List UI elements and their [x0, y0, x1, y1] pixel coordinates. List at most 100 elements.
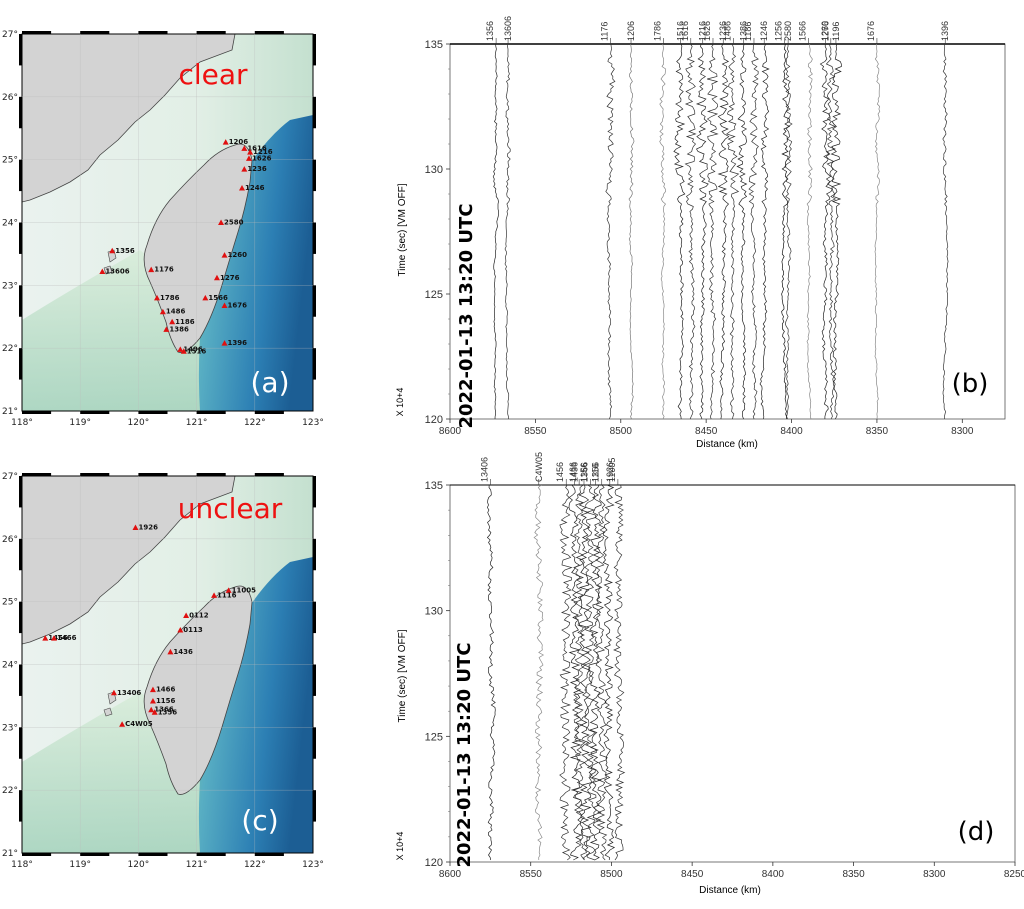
- seismic-trace: [504, 43, 511, 420]
- x-tick-label: 8350: [842, 869, 865, 880]
- station-label: 1466: [57, 634, 77, 642]
- x-tick-label: 8500: [610, 426, 633, 437]
- station-marker: [218, 219, 225, 225]
- lon-tick-label: 120°: [128, 418, 150, 428]
- panel-tag: (b): [952, 369, 989, 399]
- y-tick-label: 125: [425, 731, 443, 743]
- station-label: 13406: [117, 689, 141, 697]
- frame-tick-bar: [254, 473, 284, 476]
- seismic-trace: [594, 484, 608, 861]
- seismic-trace: [748, 43, 759, 420]
- station-label: 1436: [173, 648, 193, 656]
- panel-tag: (a): [250, 366, 289, 399]
- frame-tick-bar: [138, 473, 168, 476]
- station-label: 1566: [208, 294, 228, 302]
- frame-tick-bar: [19, 538, 22, 571]
- lat-tick-label: 23°: [2, 723, 18, 733]
- x-tick-label: 8300: [923, 869, 946, 880]
- deep-sea: [198, 557, 313, 853]
- x-tick-label: 8400: [780, 426, 803, 437]
- station-marker: [221, 302, 228, 308]
- trace-label: 1186: [743, 22, 753, 41]
- trace-label: 1366: [579, 462, 589, 482]
- trace-label: 1466: [568, 462, 578, 482]
- station-label: 1356: [158, 708, 178, 716]
- seismic-trace: [830, 43, 842, 420]
- station-label: 1786: [160, 294, 180, 302]
- seismic-trace: [533, 484, 545, 861]
- mainland-china: [22, 476, 236, 645]
- plot-frame: [449, 43, 1006, 420]
- lon-tick-label: 120°: [128, 860, 150, 870]
- frame-tick-bar: [196, 473, 226, 476]
- lat-tick-label: 27°: [2, 30, 18, 40]
- taiwan-island: [143, 585, 253, 795]
- seismic-trace: [806, 43, 813, 420]
- trace-label: 11005: [607, 458, 617, 482]
- frame-tick-bar: [313, 222, 316, 254]
- y-axis-label: Time (sec) [VM OFF]: [397, 183, 408, 276]
- seismic-trace: [492, 43, 499, 420]
- frame-tick-bar: [196, 31, 226, 34]
- trace-label: 1206: [626, 21, 636, 41]
- frame-tick-bar: [19, 285, 22, 317]
- y-tick-label: 120: [425, 414, 443, 426]
- station-marker: [110, 689, 117, 696]
- station-marker: [148, 706, 155, 713]
- axis-ticks: 118° 119° 120° 121° 122° 123° 27° 26° 25° 24° 23° 2…: [2, 472, 324, 870]
- frame-tick-bar: [19, 348, 22, 380]
- station-marker: [149, 686, 156, 693]
- x-tick-label: 8450: [681, 869, 704, 880]
- station-marker: [225, 587, 232, 593]
- date-label: 2022-01-13 13:20 UTC: [456, 203, 477, 428]
- taiwan-island: [143, 143, 253, 353]
- lat-tick-label: 23°: [2, 281, 18, 291]
- plot-frame: [449, 484, 1016, 863]
- trace-label: 13606: [503, 16, 513, 41]
- x-tick-label: 8600: [439, 869, 462, 880]
- station-label: 1616: [247, 144, 267, 152]
- station-marker: [169, 318, 176, 325]
- station-label: 1466: [156, 686, 176, 694]
- station-label: 0112: [189, 611, 209, 619]
- station-marker: [238, 184, 245, 191]
- station-marker: [99, 268, 106, 275]
- lon-tick-label: 119°: [69, 860, 91, 870]
- lat-tick-label: 21°: [2, 407, 18, 417]
- trace-label: 1260: [820, 21, 830, 41]
- seismic-trace: [486, 484, 496, 861]
- station-marker: [177, 346, 184, 352]
- station-marker: [211, 592, 218, 598]
- frame-tick-bar: [313, 664, 316, 696]
- frame-tick-bar: [196, 411, 226, 414]
- frame-tick-bar: [19, 476, 22, 508]
- station-label: 1926: [138, 524, 158, 532]
- lon-tick-label: 119°: [69, 418, 91, 428]
- trace-label: 1236: [718, 21, 728, 41]
- frame-tick-bar: [19, 664, 22, 696]
- frame-tick-bar: [80, 853, 110, 856]
- seismic-trace: [559, 484, 573, 861]
- graticule: [22, 34, 313, 411]
- seismic-trace: [736, 43, 748, 420]
- seismic-trace: [613, 484, 626, 861]
- station-label: 13606: [105, 268, 129, 276]
- station-marker: [119, 721, 126, 727]
- x-tick-label: 8500: [600, 869, 623, 880]
- seismic-trace: [759, 43, 770, 420]
- station-marker: [221, 252, 228, 258]
- station-label: 1366: [154, 706, 174, 714]
- frame-tick-bar: [19, 96, 22, 129]
- frame-tick-bar: [138, 31, 168, 34]
- station-label: 1246: [245, 184, 265, 192]
- x-tick-label: 8550: [520, 869, 543, 880]
- frame-tick-bar: [313, 601, 316, 634]
- frame-tick-bar: [313, 476, 316, 508]
- station-marker: [109, 247, 116, 254]
